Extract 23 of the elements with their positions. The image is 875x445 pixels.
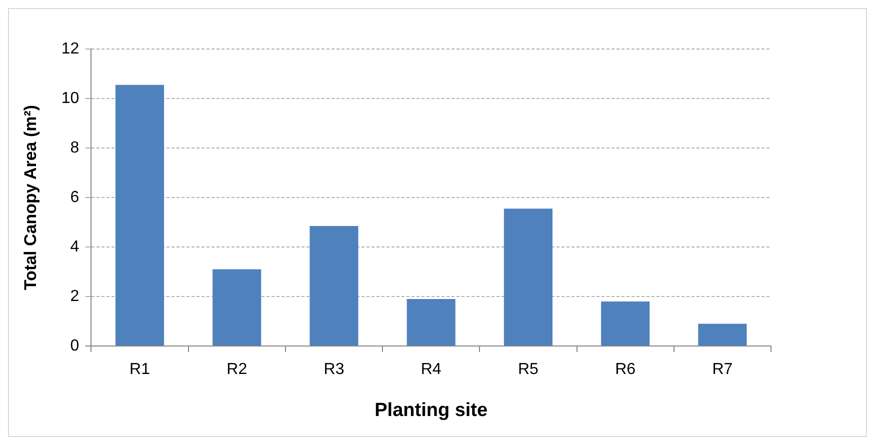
- bar: [310, 226, 358, 346]
- x-tick-label: R6: [615, 361, 636, 378]
- y-tick-label: 2: [70, 288, 80, 305]
- x-tick-label: R5: [518, 361, 539, 378]
- x-tick-label: R1: [130, 361, 150, 378]
- bar: [115, 84, 164, 346]
- bar: [698, 324, 747, 346]
- y-tick-label: 12: [61, 40, 80, 58]
- y-axis-title: Total Canopy Area (m²): [20, 104, 40, 290]
- x-tick-label: R2: [226, 361, 248, 378]
- x-tick-label: R7: [712, 361, 733, 378]
- x-tick-label: R4: [420, 361, 442, 378]
- x-tick-label: R3: [324, 361, 344, 378]
- y-tick-label: 10: [61, 90, 80, 107]
- y-tick-label: 0: [70, 337, 80, 354]
- x-axis-title: Planting site: [374, 400, 488, 421]
- y-tick-label: 4: [70, 238, 80, 256]
- bar: [601, 301, 650, 346]
- bar: [504, 208, 552, 346]
- y-tick-label: 6: [70, 188, 80, 206]
- bar: [406, 298, 456, 346]
- y-tick-label: 8: [70, 139, 80, 156]
- bar: [212, 269, 262, 346]
